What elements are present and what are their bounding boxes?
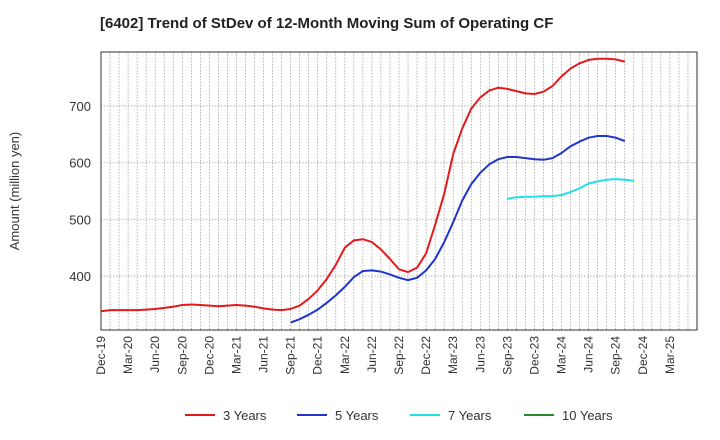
y-tick-label: 500 <box>69 212 91 227</box>
x-tick-label: Mar-20 <box>121 336 135 374</box>
x-tick-label: Jun-21 <box>257 336 271 373</box>
legend-label: 5 Years <box>335 408 379 423</box>
x-tick-label: Sep-21 <box>284 336 298 375</box>
series-line-7-years <box>507 178 634 200</box>
y-axis-label: Amount (million yen) <box>7 132 22 251</box>
plot-area <box>100 51 698 331</box>
legend-label: 3 Years <box>223 408 267 423</box>
x-tick-label: Jun-20 <box>148 336 162 373</box>
y-tick-label: 600 <box>69 156 91 171</box>
x-tick-label: Sep-24 <box>609 336 623 375</box>
grid <box>101 52 697 330</box>
x-tick-label: Jun-22 <box>365 336 379 373</box>
x-tick-label: Mar-22 <box>338 336 352 374</box>
series-line-3-years <box>100 57 626 313</box>
x-ticks: Dec-19 Mar-20 Jun-20 Sep-20 Dec-20 Mar-21 Jun-… <box>94 336 677 375</box>
x-tick-label: Mar-24 <box>555 336 569 374</box>
x-tick-label: Jun-24 <box>582 336 596 373</box>
x-tick-label: Dec-21 <box>311 336 325 375</box>
legend-label: 7 Years <box>448 408 492 423</box>
legend: 3 Years 5 Years 7 Years 10 Years <box>185 408 613 423</box>
x-tick-label: Dec-19 <box>94 336 108 375</box>
chart-title: [6402] Trend of StDev of 12-Month Moving… <box>100 15 553 32</box>
y-tick-label: 400 <box>69 269 91 284</box>
x-tick-label: Sep-20 <box>175 336 189 375</box>
x-tick-label: Sep-22 <box>392 336 406 375</box>
x-tick-label: Dec-22 <box>419 336 433 375</box>
series-lines <box>100 57 634 324</box>
y-ticks: 400 500 600 700 <box>69 99 91 284</box>
series-line-5-years <box>290 135 626 324</box>
x-tick-label: Dec-20 <box>202 336 216 375</box>
x-tick-label: Sep-23 <box>500 336 514 375</box>
x-tick-label: Dec-23 <box>527 336 541 375</box>
legend-label: 10 Years <box>562 408 613 423</box>
x-tick-label: Mar-21 <box>229 336 243 374</box>
x-tick-label: Jun-23 <box>473 336 487 373</box>
x-tick-label: Mar-25 <box>663 336 677 374</box>
x-tick-label: Mar-23 <box>446 336 460 374</box>
x-tick-label: Dec-24 <box>636 336 650 375</box>
y-tick-label: 700 <box>69 99 91 114</box>
